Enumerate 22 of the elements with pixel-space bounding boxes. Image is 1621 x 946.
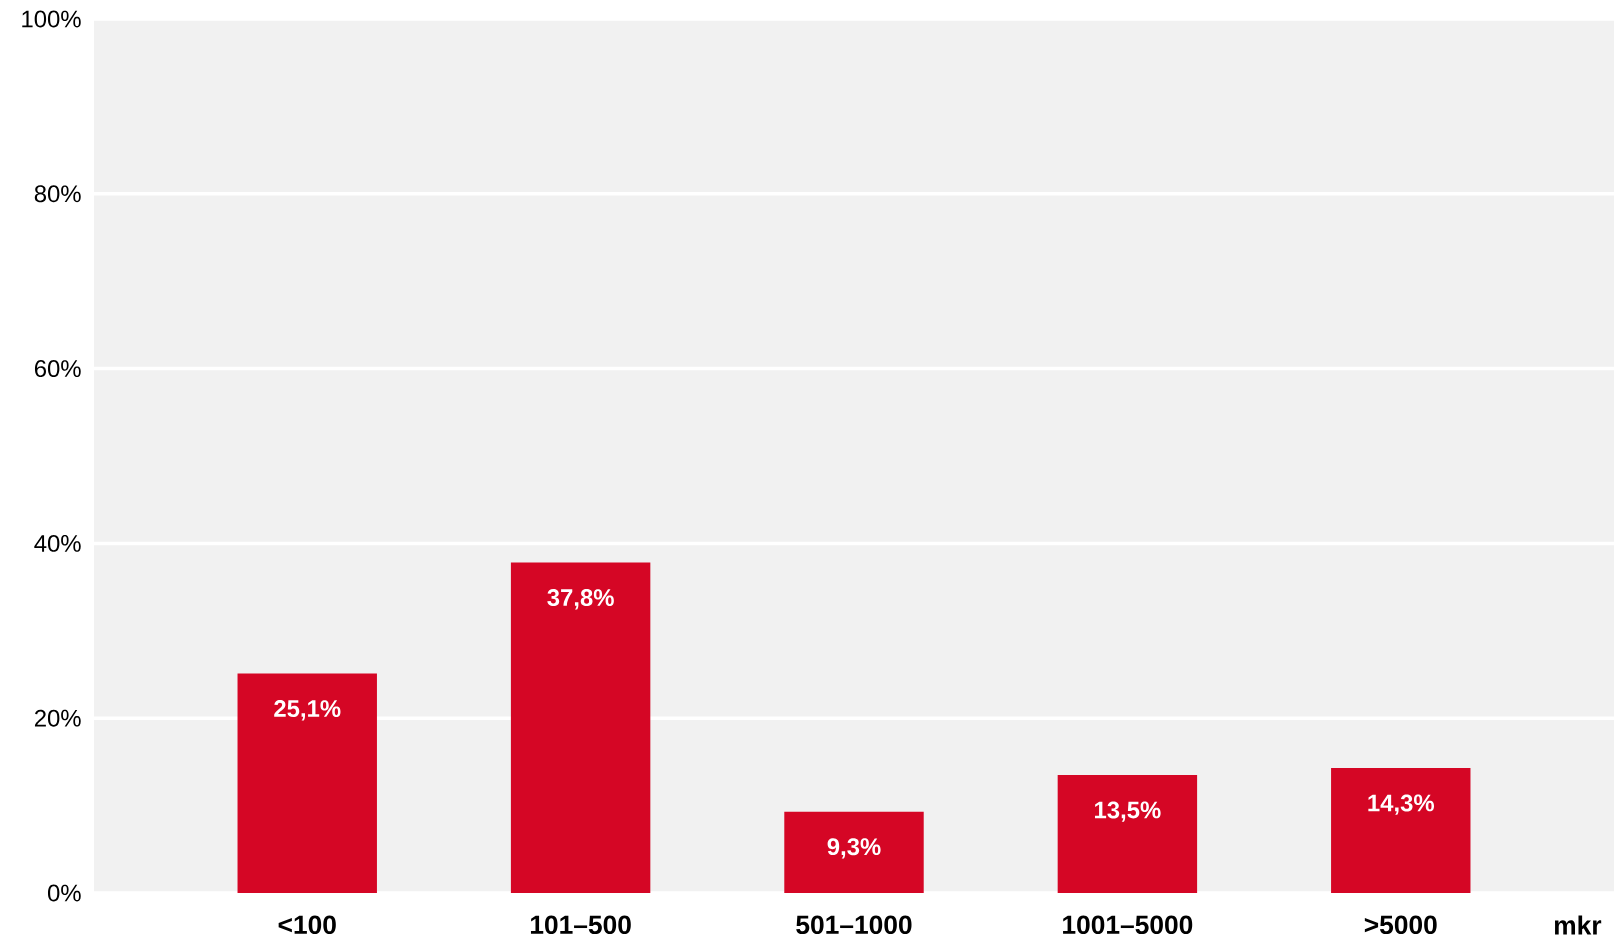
data-label: 13,5% [1094,801,1161,822]
x-tick-label: >5000 [1364,915,1437,935]
bar [1057,775,1198,893]
x-tick-label: 501–1000 [796,915,912,935]
y-tick-label: 60% [34,360,81,378]
x-tick-label: 101–500 [530,915,631,935]
data-label: 37,8% [547,589,614,610]
y-tick-label: 0% [47,884,81,902]
bar [1331,768,1471,893]
x-tick-label: <100 [278,915,336,935]
y-tick-label: 100% [22,10,81,28]
y-tick-label: 80% [34,185,81,203]
data-label: 14,3% [1368,794,1435,815]
data-label: 9,3% [827,838,881,859]
bar [237,673,377,893]
data-label: 25,1% [274,700,341,721]
x-tick-label: 1001–5000 [1063,915,1193,935]
y-tick-label: 20% [34,709,81,727]
y-tick-label: 40% [34,534,81,552]
bar [784,811,924,893]
bar [510,562,651,893]
x-axis-title: mkr [1555,915,1602,935]
